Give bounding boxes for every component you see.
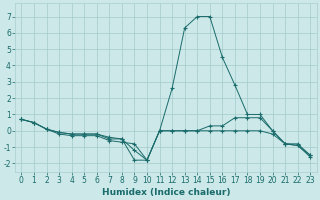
X-axis label: Humidex (Indice chaleur): Humidex (Indice chaleur)	[101, 188, 230, 197]
